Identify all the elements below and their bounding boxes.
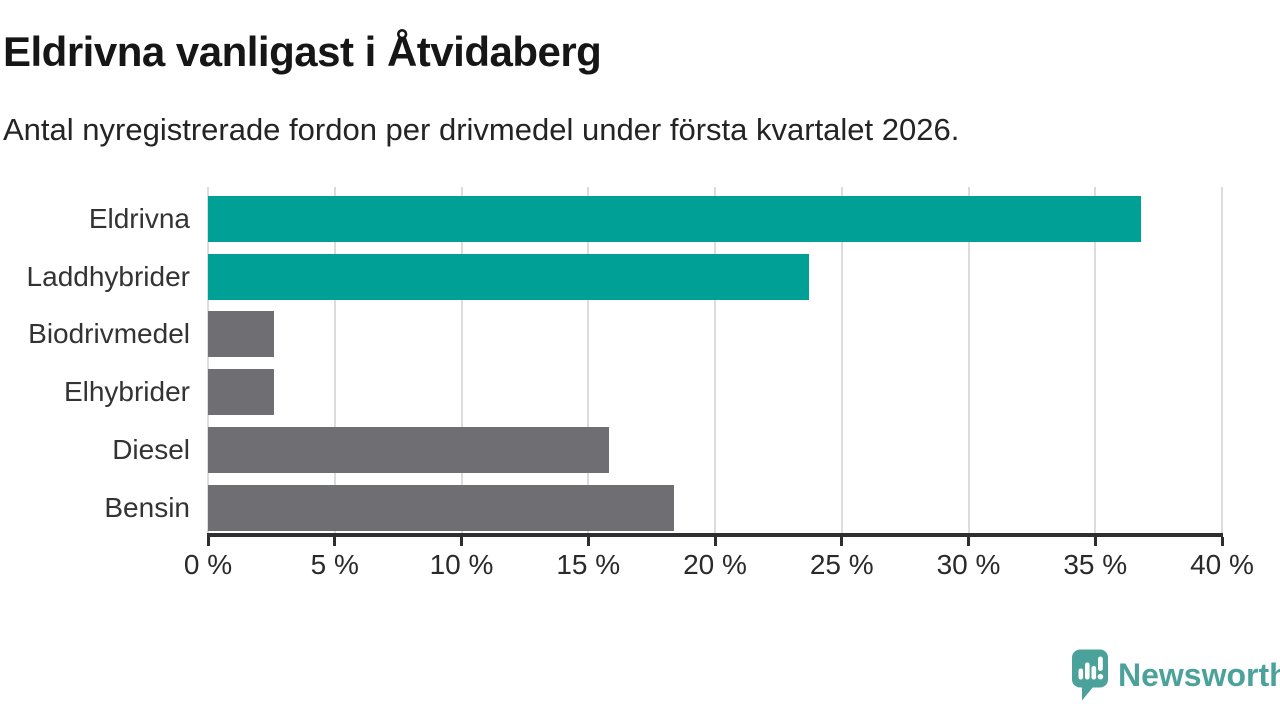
category-label-diesel: Diesel (112, 433, 190, 465)
x-tick-label: 25 % (809, 549, 874, 580)
x-axis-line (207, 533, 1223, 537)
gridline (967, 187, 970, 533)
category-label-eldrivna: Eldrivna (88, 203, 190, 234)
category-label-elhybrider: Elhybrider (63, 376, 190, 408)
page-subtitle: Antal nyregistrerade fordon per drivmede… (3, 112, 960, 147)
plot-area: 0 % 5 % 10 % 15 % 20 % 25 % 30 % 35 % 40 % (184, 187, 1254, 580)
gridline (333, 187, 336, 533)
bar-eldrivna (208, 196, 1141, 242)
bar-biodrivmedel (208, 311, 274, 358)
axis-tick (460, 537, 463, 546)
x-tick-label: 10 % (429, 549, 494, 580)
category-label-bensin: Bensin (104, 491, 190, 523)
gridline (460, 187, 463, 533)
gridline (714, 187, 716, 533)
x-tick-label: 30 % (936, 549, 1001, 580)
axis-tick (1093, 537, 1097, 546)
axis-tick (586, 537, 590, 546)
bar-elhybrider (208, 369, 274, 416)
x-tick-label: 40 % (1190, 549, 1254, 580)
axis-tick (1220, 537, 1224, 546)
axis-tick (967, 537, 970, 546)
gridline (1221, 187, 1223, 533)
x-tick-label: 20 % (683, 549, 747, 580)
x-tick-label: 15 % (556, 549, 621, 580)
gridline (587, 187, 590, 533)
axis-tick (840, 537, 844, 546)
category-label-laddhybrider: Laddhybrider (26, 260, 190, 292)
x-tick-label: 5 % (310, 549, 359, 580)
bar-bensin (208, 484, 675, 531)
axis-tick (206, 537, 210, 546)
page-title: Eldrivna vanligast i Åtvidaberg (3, 28, 602, 75)
newsworthy-logo: Newsworthy (1072, 649, 1280, 702)
gridline (1094, 187, 1097, 533)
axis-tick (713, 537, 717, 546)
axis-tick (333, 537, 337, 546)
bar-diesel (208, 426, 609, 473)
newsworthy-wordmark: Newsworthy (1118, 657, 1280, 693)
gridline (207, 187, 209, 533)
newsworthy-logo-icon (1072, 649, 1108, 701)
bar-laddhybrider (208, 253, 809, 300)
category-label-biodrivmedel: Biodrivmedel (28, 318, 190, 350)
x-tick-label: 35 % (1063, 549, 1128, 580)
x-tick-label: 0 % (183, 549, 233, 580)
gridline (840, 187, 843, 533)
